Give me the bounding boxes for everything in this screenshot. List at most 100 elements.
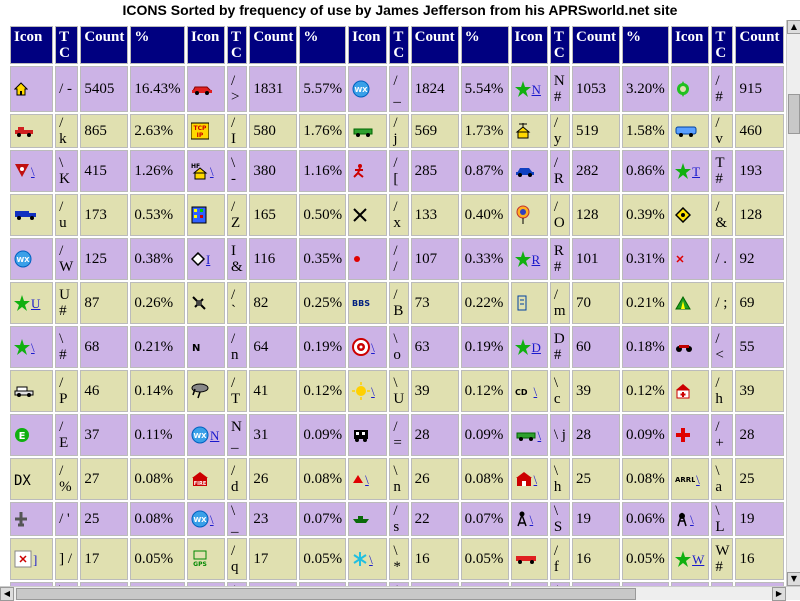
percent-cell: 0.87% xyxy=(460,150,509,192)
percent-cell: 0.04% xyxy=(299,582,347,586)
icon-cell xyxy=(510,538,548,580)
icon-cell xyxy=(348,114,388,148)
icon-cell xyxy=(510,582,548,586)
overlay-link[interactable]: N xyxy=(531,81,541,97)
overlay-link[interactable]: R xyxy=(531,251,541,267)
icon-cell: HF \ xyxy=(186,150,225,192)
percent-cell: 0.05% xyxy=(460,538,509,580)
overlay-link[interactable]: D xyxy=(531,339,541,355)
icon-cell xyxy=(348,194,388,236)
overlay-link[interactable]: \ xyxy=(209,512,214,527)
symbol-code: / / xyxy=(389,238,409,280)
weather-station-icon: WX xyxy=(191,510,209,528)
vertical-scrollbar[interactable]: ▲ ▼ xyxy=(786,20,800,586)
overlay-link[interactable]: \ xyxy=(31,339,35,355)
scroll-right-icon[interactable]: ▶ xyxy=(772,587,786,601)
column-header: Count xyxy=(410,26,459,64)
column-header: T C xyxy=(389,26,409,64)
asterisk-icon xyxy=(352,551,368,567)
overlay-link[interactable]: W xyxy=(692,551,705,567)
svg-text:WX: WX xyxy=(193,432,207,440)
percent-cell: 0.53% xyxy=(130,194,185,236)
icon-cell: \ xyxy=(348,538,388,580)
weather-station-icon: WX xyxy=(191,426,209,444)
icon-cell xyxy=(10,114,54,148)
overlay-link[interactable]: \ xyxy=(209,164,214,179)
percent-cell: 0.26% xyxy=(130,282,185,324)
percent-cell: 0.09% xyxy=(622,414,670,456)
tent-icon xyxy=(675,296,691,310)
table-viewport[interactable]: Icon T C Count% Icon T C Count% Icon T C Count% I… xyxy=(0,20,786,586)
count-cell: 14 xyxy=(410,582,459,586)
column-header: Count xyxy=(735,26,784,64)
scroll-up-icon[interactable]: ▲ xyxy=(787,20,800,34)
overlay-link[interactable]: ] xyxy=(33,552,38,567)
overlay-link[interactable]: \ xyxy=(533,383,538,399)
yagi-house-icon xyxy=(515,123,531,139)
diamond-icon xyxy=(675,207,692,224)
overlay-link[interactable]: \ xyxy=(696,471,700,487)
horizontal-scrollbar[interactable]: ◀ ▶ xyxy=(0,586,800,601)
bbs-icon: BBSBBS xyxy=(352,297,370,309)
count-cell: 415 xyxy=(80,150,129,192)
svg-text:DX: DX xyxy=(14,473,31,487)
fire-truck-icon xyxy=(515,554,537,565)
overlay-link[interactable]: U xyxy=(31,295,41,311)
overlay-link[interactable]: \ xyxy=(365,471,369,487)
table-row: / P 46 0.14% / T 41 0.12% \ \ U 39 0.12% CD \ \ c 39 0… xyxy=(10,370,784,412)
overlay-link[interactable]: I xyxy=(205,251,211,267)
tower-icon xyxy=(675,511,689,527)
jeep-icon xyxy=(352,125,374,138)
overlay-link[interactable]: T xyxy=(692,163,701,179)
scroll-left-icon[interactable]: ◀ xyxy=(0,587,14,601)
symbol-code: / j xyxy=(389,114,409,148)
svg-text:BBS: BBS xyxy=(352,299,370,308)
overlay-link[interactable]: \ xyxy=(533,471,538,487)
svg-text:N: N xyxy=(192,343,200,353)
symbol-code: / O xyxy=(549,194,571,236)
overlay-link[interactable]: \ xyxy=(529,511,534,527)
overlay-link[interactable]: \ xyxy=(369,551,373,567)
icon-cell xyxy=(10,370,54,412)
icon-cell xyxy=(186,194,225,236)
symbol-code: ] / xyxy=(55,538,79,580)
percent-cell: 0.19% xyxy=(460,326,509,368)
icon-cell xyxy=(348,414,388,456)
column-header: Count xyxy=(80,26,129,64)
count-cell: 133 xyxy=(410,194,459,236)
icon-cell: TCPTCP xyxy=(348,582,388,586)
icon-frequency-table: Icon T C Count% Icon T C Count% Icon T C Count% I… xyxy=(8,24,786,586)
header-row: Icon T C Count% Icon T C Count% Icon T C Count% I… xyxy=(10,26,784,64)
horizontal-scroll-thumb[interactable] xyxy=(16,588,636,600)
overlay-link[interactable]: \ xyxy=(537,427,542,443)
icon-cell: \ xyxy=(348,370,388,412)
count-cell: 25 xyxy=(735,458,784,500)
column-header: Count xyxy=(572,26,621,64)
percent-cell: 0.04% xyxy=(460,582,509,586)
count-cell: 107 xyxy=(410,238,459,280)
column-header: % xyxy=(622,26,670,64)
symbol-code: / < xyxy=(711,326,734,368)
overlay-link[interactable]: \ xyxy=(690,511,694,527)
symbol-code: / n xyxy=(226,326,248,368)
svg-text:HF: HF xyxy=(191,163,200,170)
count-cell: 16 xyxy=(410,538,459,580)
count-cell: 46 xyxy=(80,370,129,412)
overlay-link[interactable]: \ xyxy=(371,340,375,355)
overlay-link[interactable]: N xyxy=(209,428,220,443)
blue-car-icon xyxy=(515,165,535,178)
scroll-down-icon[interactable]: ▼ xyxy=(787,572,800,586)
overlay-link[interactable]: \ xyxy=(371,384,375,399)
icon-cell: ARRL \ xyxy=(671,458,710,500)
symbol-code: / - xyxy=(55,66,79,112)
overlay-link[interactable]: \ xyxy=(31,163,35,179)
symbol-code: / x xyxy=(389,194,409,236)
green-gear-icon xyxy=(675,81,691,98)
count-cell: 460 xyxy=(735,114,784,148)
blue-truck-icon xyxy=(14,210,38,221)
vertical-scroll-thumb[interactable] xyxy=(788,94,800,134)
green-star-icon xyxy=(675,551,692,568)
icon-cell: \ xyxy=(10,582,54,586)
percent-cell: 0.31% xyxy=(622,238,670,280)
count-cell: 39 xyxy=(735,370,784,412)
